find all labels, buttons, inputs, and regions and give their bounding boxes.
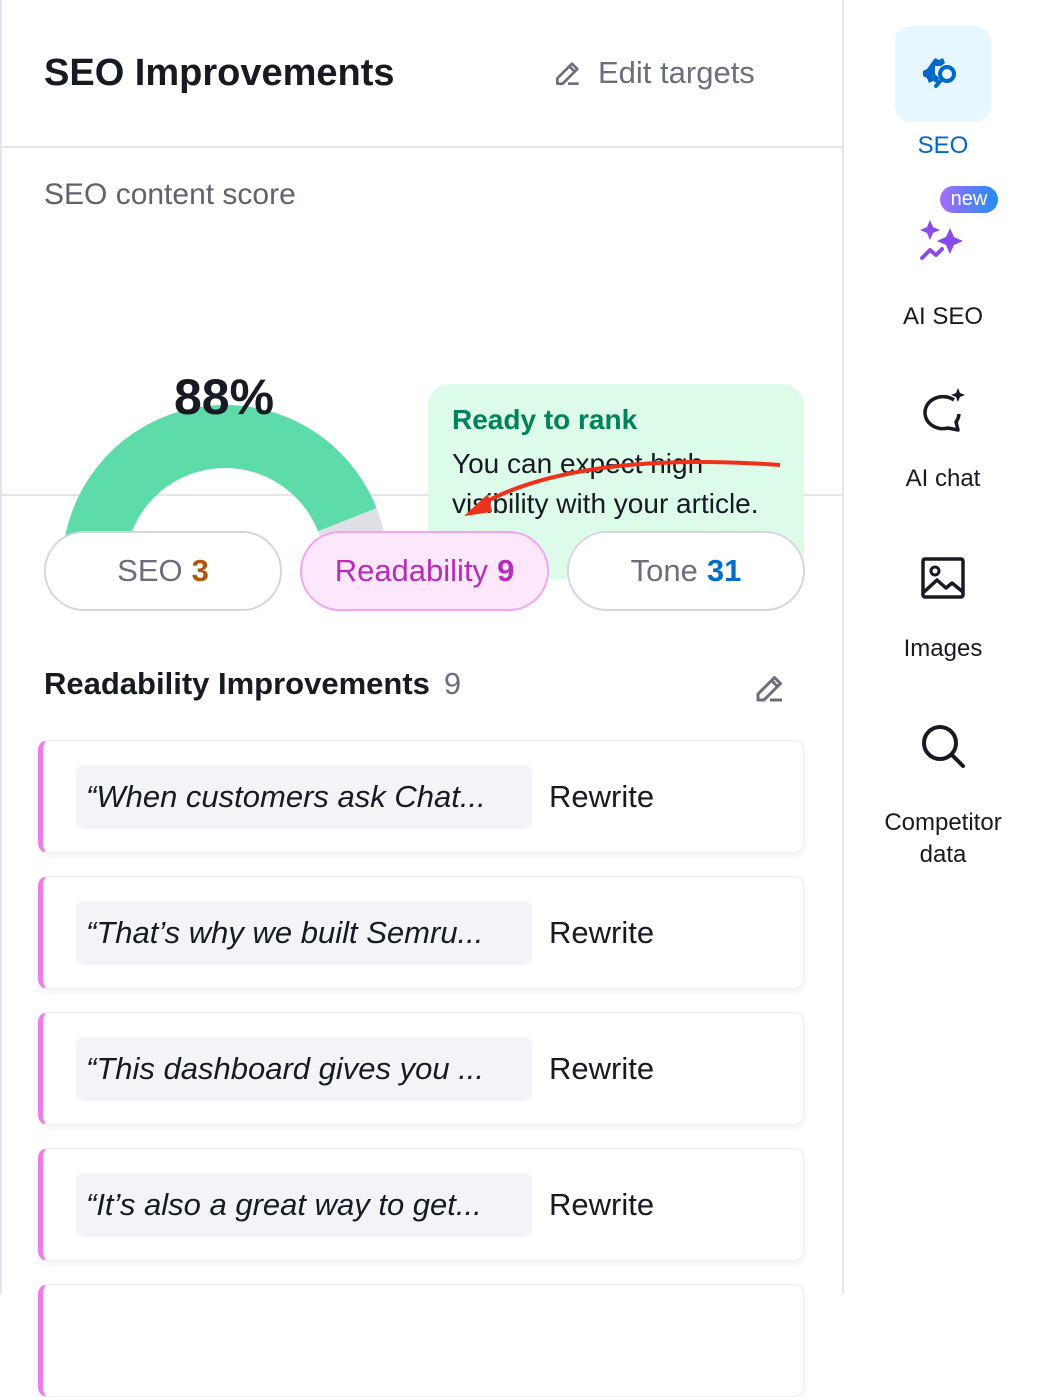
list-item: “It’s also a great way to get... Rewrite xyxy=(38,1148,804,1261)
chat-sparkle-icon xyxy=(923,388,965,432)
score-label: SEO content score xyxy=(44,178,296,211)
quote-text: “When customers ask Chat... xyxy=(76,764,532,829)
section-title: Readability Improvements 9 xyxy=(44,666,461,702)
gauge-fill xyxy=(62,405,377,568)
tab-readability-label: Readability xyxy=(334,553,489,588)
sidebar-item-seo[interactable]: SEO xyxy=(846,26,1040,160)
rewrite-button[interactable]: Rewrite xyxy=(549,1186,655,1222)
search-icon xyxy=(922,725,965,768)
page-title: SEO Improvements xyxy=(44,52,395,94)
rewrite-button[interactable]: Rewrite xyxy=(549,778,655,814)
sidebar-label: AI SEO xyxy=(902,303,984,330)
sidebar-item-ai-seo[interactable]: AI SEO xyxy=(846,218,1040,331)
sidebar-label: Competitor data xyxy=(884,809,1002,868)
image-icon xyxy=(921,557,965,599)
quote-text: “That’s why we built Semru... xyxy=(76,900,532,965)
quote-text: “It’s also a great way to get... xyxy=(76,1172,532,1237)
callout-title: Ready to rank xyxy=(452,404,638,435)
right-sidebar: SEO new AI SEO AI chat Images Competitor… xyxy=(846,0,1040,1294)
improvement-tabs: SEO 3 Readability 9 Tone 31 xyxy=(44,531,805,611)
seo-improvements-panel: SEO Improvements Edit targets SEO conten… xyxy=(0,0,844,1397)
panel-header: SEO Improvements Edit targets xyxy=(2,0,842,148)
edit-targets-button[interactable]: Edit targets xyxy=(552,55,755,91)
list-item: “This dashboard gives you ... Rewrite xyxy=(38,1012,804,1125)
seo-gear-search-icon xyxy=(895,26,991,122)
section-title-text: Readability Improvements xyxy=(44,666,430,701)
new-badge: new xyxy=(940,186,998,213)
score-section: SEO content score Ready to rank You can … xyxy=(2,148,842,579)
sidebar-label: Images xyxy=(903,635,983,662)
tab-seo-count: 3 xyxy=(191,553,209,588)
tab-readability-count: 9 xyxy=(497,553,515,588)
sidebar-label: SEO xyxy=(917,132,969,159)
sidebar-item-images[interactable]: Images xyxy=(846,556,1040,663)
callout-text: You can expect high visibility with your… xyxy=(452,448,759,519)
pencil-icon[interactable] xyxy=(752,670,788,706)
score-value: 88% xyxy=(173,369,275,425)
rewrite-button[interactable]: Rewrite xyxy=(549,1050,655,1086)
rewrite-button[interactable]: Rewrite xyxy=(549,914,655,950)
tab-tone-count: 31 xyxy=(706,553,742,588)
list-item xyxy=(38,1284,804,1397)
sparkles-icon xyxy=(920,220,963,260)
list-item: “That’s why we built Semru... Rewrite xyxy=(38,876,804,989)
section-count: 9 xyxy=(443,666,462,701)
tab-tone[interactable]: Tone 31 xyxy=(567,531,805,611)
tab-tone-label: Tone xyxy=(630,553,698,588)
pencil-icon xyxy=(556,62,579,85)
sidebar-item-ai-chat[interactable]: AI chat xyxy=(846,386,1040,493)
sidebar-label: AI chat xyxy=(905,465,981,492)
list-item: “When customers ask Chat... Rewrite xyxy=(38,740,804,853)
tab-seo[interactable]: SEO 3 xyxy=(44,531,282,611)
edit-targets-label: Edit targets xyxy=(598,55,755,90)
tab-seo-label: SEO xyxy=(117,553,183,588)
quote-text: “This dashboard gives you ... xyxy=(76,1036,532,1101)
sidebar-item-competitor-data[interactable]: Competitor data xyxy=(846,722,1040,871)
tab-readability[interactable]: Readability 9 xyxy=(300,531,549,611)
